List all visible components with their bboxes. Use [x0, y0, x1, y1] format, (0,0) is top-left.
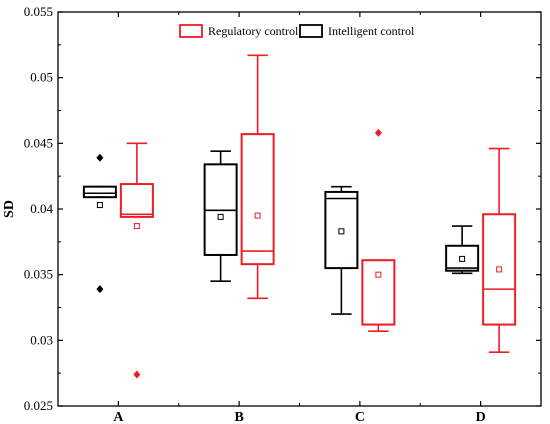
box-a — [82, 153, 117, 294]
series-intelligent-control — [82, 150, 480, 315]
mean-marker — [217, 213, 224, 220]
box-c — [361, 128, 396, 332]
x-category-label: A — [113, 410, 124, 424]
iqr-box — [445, 244, 480, 272]
y-tick-label: 0.045 — [24, 135, 53, 150]
box-d — [482, 147, 517, 353]
legend-label: Intelligent control — [328, 24, 415, 38]
mean-marker — [254, 212, 261, 219]
box-a — [119, 142, 154, 379]
legend-item: Intelligent control — [299, 24, 415, 38]
y-axis: 0.025 0.03 0.035 0.04 0.045 0.05 0.055 — [24, 4, 541, 413]
mean-marker — [459, 255, 466, 262]
y-axis-title: SD — [2, 200, 17, 218]
box-d — [445, 225, 480, 275]
outlier-point — [374, 128, 382, 137]
y-tick-label: 0.03 — [30, 332, 53, 347]
x-axis: A B C D — [113, 12, 486, 424]
plot-frame — [57, 11, 542, 407]
mean-marker — [496, 266, 503, 273]
iqr-box — [482, 213, 517, 326]
outlier-point — [96, 285, 104, 294]
y-tick-label: 0.04 — [30, 201, 53, 216]
legend-label: Regulatory control — [208, 24, 299, 38]
outlier-point — [96, 153, 104, 162]
y-tick-label: 0.025 — [24, 398, 53, 413]
y-tick-label: 0.035 — [24, 267, 53, 282]
mean-marker — [338, 228, 345, 235]
iqr-box — [119, 183, 154, 218]
box-b — [203, 150, 238, 283]
series-regulatory-control — [119, 54, 517, 379]
box-b — [240, 54, 275, 300]
x-category-label: D — [476, 410, 486, 424]
y-tick-label: 0.05 — [30, 70, 53, 85]
mean-marker — [133, 223, 140, 230]
outlier-point — [133, 370, 141, 379]
iqr-box — [324, 190, 359, 270]
x-category-label: B — [234, 410, 243, 424]
box-series-group — [82, 54, 517, 379]
y-tick-label: 0.055 — [24, 4, 53, 19]
legend-swatch — [179, 24, 203, 38]
mean-marker — [375, 271, 382, 278]
iqr-box — [361, 259, 396, 326]
x-category-label: C — [355, 410, 365, 424]
iqr-box — [82, 185, 117, 199]
mean-marker — [96, 202, 103, 209]
box-c — [324, 185, 359, 315]
iqr-box — [240, 133, 275, 266]
legend-swatch — [299, 24, 323, 38]
legend: Regulatory control Intelligent control — [179, 24, 415, 38]
legend-item: Regulatory control — [179, 24, 299, 38]
